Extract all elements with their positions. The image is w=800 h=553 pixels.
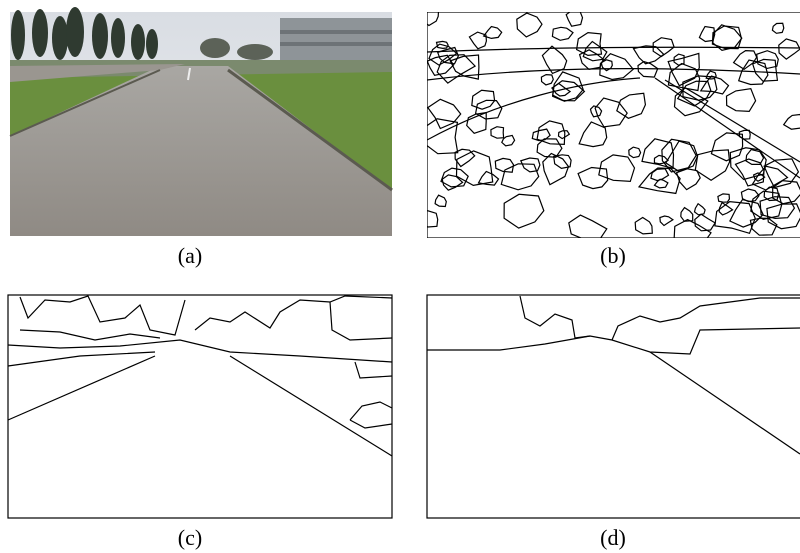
- photo: [10, 7, 392, 236]
- panel-label: (c): [178, 525, 202, 550]
- figure: (a) (b) (c) (d): [0, 0, 800, 553]
- panel-label: (d): [600, 525, 626, 550]
- panel-label: (a): [178, 243, 202, 268]
- segmentation-coarse: [8, 295, 392, 518]
- page: (a) (b) (c) (d) (() => { const data = JS…: [0, 0, 800, 553]
- segmentation-final: [427, 295, 800, 518]
- segmentation-fine: [420, 9, 800, 244]
- panel-label: (b): [600, 243, 626, 268]
